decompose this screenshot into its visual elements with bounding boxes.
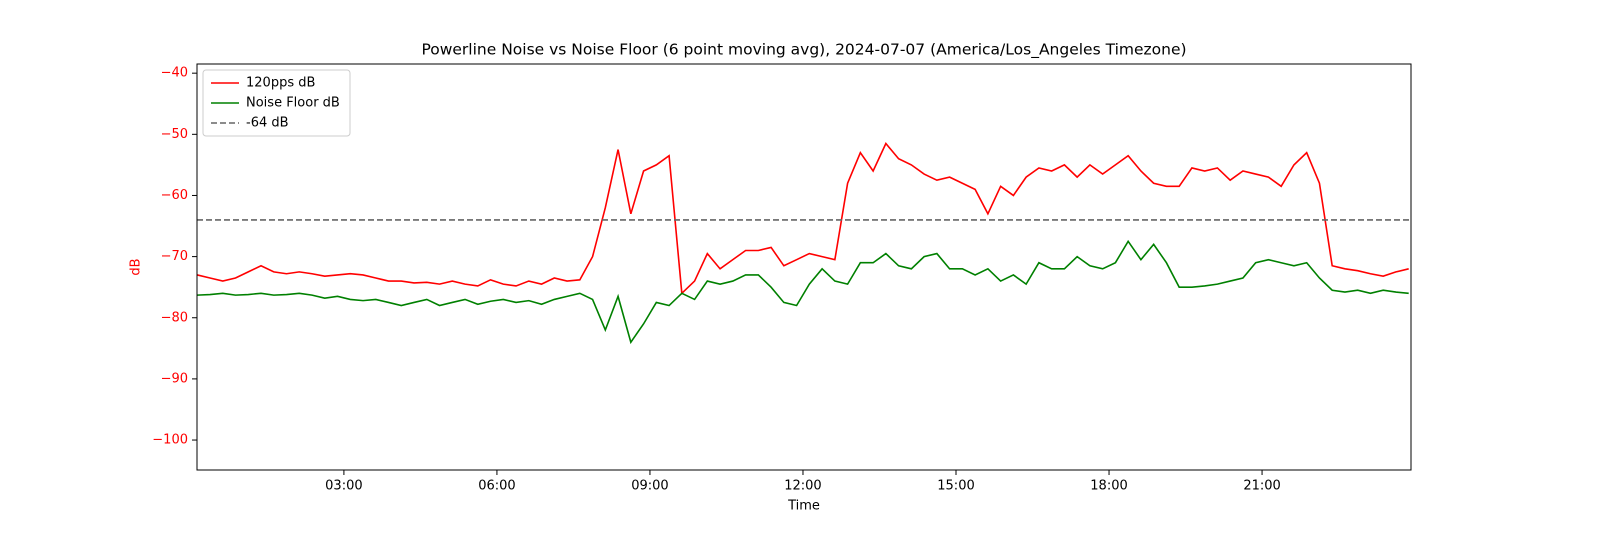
series-line [197, 142, 1409, 296]
y-tick-label: −50 [161, 127, 188, 142]
y-tick-label: −80 [161, 310, 188, 325]
plot-frame [196, 63, 1412, 471]
y-tick-label: −70 [161, 249, 188, 264]
x-tick-label: 18:00 [1090, 479, 1127, 494]
y-axis-label: dB [129, 258, 144, 275]
x-tick-label: 15:00 [937, 479, 974, 494]
y-tick-label: −90 [161, 371, 188, 386]
y-tick-label: −60 [161, 188, 188, 203]
series-line [197, 239, 1409, 345]
legend-label: Noise Floor dB [246, 96, 340, 111]
x-tick-label: 06:00 [478, 479, 515, 494]
chart-title: Powerline Noise vs Noise Floor (6 point … [421, 41, 1186, 60]
legend-box [202, 69, 351, 137]
x-tick-label: 03:00 [325, 479, 362, 494]
legend-label: -64 dB [246, 116, 289, 131]
x-axis-label: Time [787, 499, 820, 514]
x-tick-label: 12:00 [784, 479, 821, 494]
y-tick-label: −100 [152, 433, 188, 448]
x-tick-label: 09:00 [631, 479, 668, 494]
legend-label: 120pps dB [246, 76, 315, 91]
x-tick-label: 21:00 [1243, 479, 1280, 494]
y-tick-label: −40 [161, 66, 188, 81]
